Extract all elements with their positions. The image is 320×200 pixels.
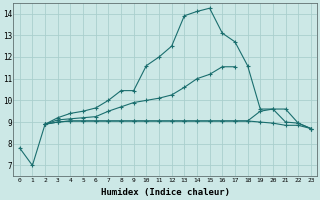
X-axis label: Humidex (Indice chaleur): Humidex (Indice chaleur) bbox=[101, 188, 230, 197]
